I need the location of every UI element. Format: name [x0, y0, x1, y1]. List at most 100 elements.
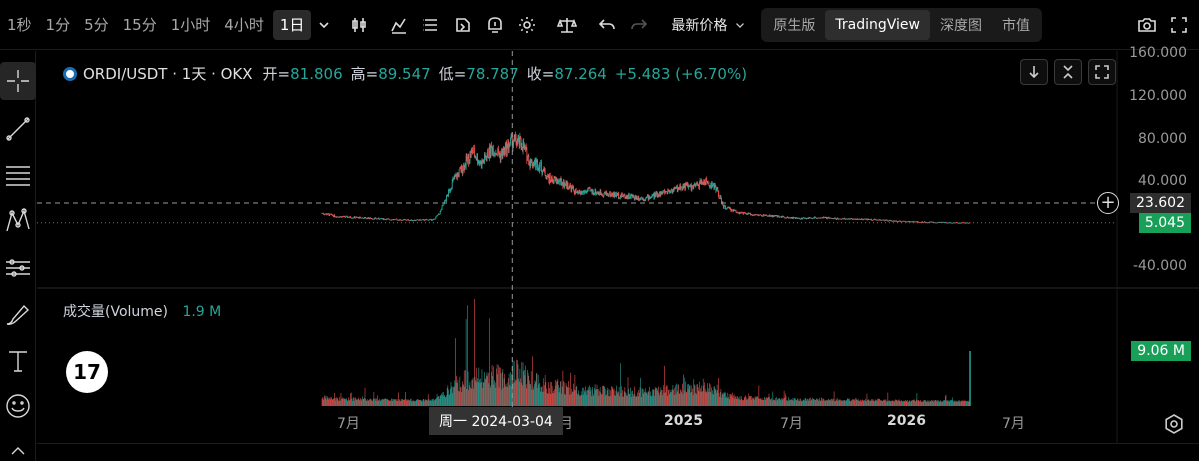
redo-icon[interactable]	[623, 10, 655, 40]
candle-body	[463, 164, 465, 170]
candle-body	[535, 160, 537, 168]
bottom-bar	[37, 443, 1199, 461]
candle-body	[834, 217, 836, 219]
template-icon[interactable]	[447, 10, 479, 40]
chart-area[interactable]: ORDI/USDT · 1天 · OKX 开= 81.806 高= 89.547…	[37, 45, 1199, 461]
candle-body	[929, 221, 931, 223]
candle-body	[814, 216, 816, 218]
candle-body	[967, 222, 969, 224]
forecast-tool[interactable]	[0, 249, 36, 287]
candle-body	[642, 198, 643, 199]
candle-body	[508, 141, 509, 150]
brush-tool[interactable]	[0, 295, 36, 333]
scale-compare-icon[interactable]	[551, 10, 583, 40]
maximize-button[interactable]	[1088, 59, 1116, 85]
more-tools[interactable]	[0, 439, 36, 461]
indicator-icon[interactable]	[383, 10, 415, 40]
candle-body	[492, 148, 494, 154]
forecast-icon	[6, 259, 30, 277]
candle-body	[841, 218, 843, 220]
candle-body	[716, 187, 718, 189]
candle-body	[769, 214, 770, 217]
chart-settings-button[interactable]	[1163, 413, 1185, 435]
crosshair-tool[interactable]	[0, 62, 36, 100]
candle-body	[902, 221, 903, 223]
timeframe-3[interactable]: 15分	[122, 16, 157, 34]
timeframe-0[interactable]: 1秒	[7, 16, 32, 34]
candle-body	[724, 205, 726, 207]
candle-body	[842, 218, 844, 220]
timeframe-5[interactable]: 4小时	[224, 16, 264, 34]
candle-body	[900, 220, 901, 222]
candle-body	[831, 218, 832, 219]
view-tab-0[interactable]: 原生版	[773, 17, 816, 34]
candle-body	[807, 217, 809, 219]
timeframe-2[interactable]: 5分	[84, 16, 109, 34]
candle-body	[856, 218, 858, 220]
candle-body	[779, 216, 781, 218]
candle-body	[485, 157, 487, 160]
candle-body	[619, 197, 621, 199]
view-tab-3[interactable]: 市值	[1001, 17, 1030, 34]
candle-body	[818, 217, 820, 219]
text-tool[interactable]	[0, 342, 36, 380]
candle-body	[675, 187, 676, 189]
candle-body	[757, 214, 758, 216]
candle-body	[858, 218, 860, 220]
tradingview-logo[interactable]: 17	[66, 351, 108, 393]
pattern-tool[interactable]	[0, 202, 36, 240]
candle-body	[404, 219, 406, 221]
settings-gear-icon[interactable]	[511, 10, 543, 40]
timeframe-1[interactable]: 1分	[45, 16, 71, 34]
alert-icon[interactable]	[479, 10, 511, 40]
candle-body	[841, 219, 843, 220]
add-alert-plus-icon[interactable]: +	[1097, 191, 1119, 214]
candle-body	[582, 191, 583, 194]
candle-body	[410, 220, 411, 221]
camera-icon[interactable]	[1131, 10, 1163, 40]
chart-canvas[interactable]	[37, 51, 1199, 461]
candle-body	[326, 213, 327, 215]
candle-body	[743, 212, 745, 214]
candle-body	[708, 182, 710, 186]
candle-body	[923, 222, 925, 224]
candle-body	[754, 214, 755, 216]
candle-body	[752, 214, 753, 216]
high-value: 89.547	[378, 64, 431, 83]
trendline-tool[interactable]	[0, 110, 36, 148]
candle-body	[677, 187, 679, 192]
candle-body	[454, 176, 456, 180]
candle-body	[870, 219, 872, 220]
candle-body	[631, 194, 633, 198]
emoji-tool[interactable]	[0, 387, 36, 425]
candle-body	[507, 141, 509, 145]
scroll-down-button[interactable]	[1020, 59, 1048, 85]
candle-body	[767, 215, 769, 217]
candle-body	[682, 187, 683, 189]
candle-body	[958, 222, 960, 224]
candle-body	[353, 216, 355, 218]
fullscreen-icon[interactable]	[1163, 10, 1195, 40]
timeframe-6[interactable]: 1日	[272, 9, 312, 40]
view-tab-1[interactable]: TradingView	[825, 9, 930, 40]
candle-body	[639, 198, 640, 200]
collapse-button[interactable]	[1054, 59, 1082, 85]
candle-body	[935, 222, 937, 224]
candlestick-type-icon[interactable]	[343, 10, 375, 40]
candle-body	[590, 189, 592, 191]
candle-body	[859, 218, 861, 220]
candle-body	[351, 218, 353, 219]
fib-lines-tool[interactable]	[0, 156, 36, 194]
view-tab-2[interactable]: 深度图	[939, 17, 982, 34]
chevron-down-icon[interactable]	[313, 10, 335, 40]
candle-body	[755, 214, 757, 216]
candle-body	[962, 222, 963, 224]
candle-body	[582, 191, 584, 193]
list-icon[interactable]	[415, 10, 447, 40]
candle-body	[389, 219, 391, 221]
candle-body	[898, 221, 899, 223]
timeframe-4[interactable]: 1小时	[170, 16, 211, 34]
price-type-select[interactable]: 最新价格	[663, 15, 755, 35]
candle-body	[428, 220, 430, 221]
undo-icon[interactable]	[591, 10, 623, 40]
